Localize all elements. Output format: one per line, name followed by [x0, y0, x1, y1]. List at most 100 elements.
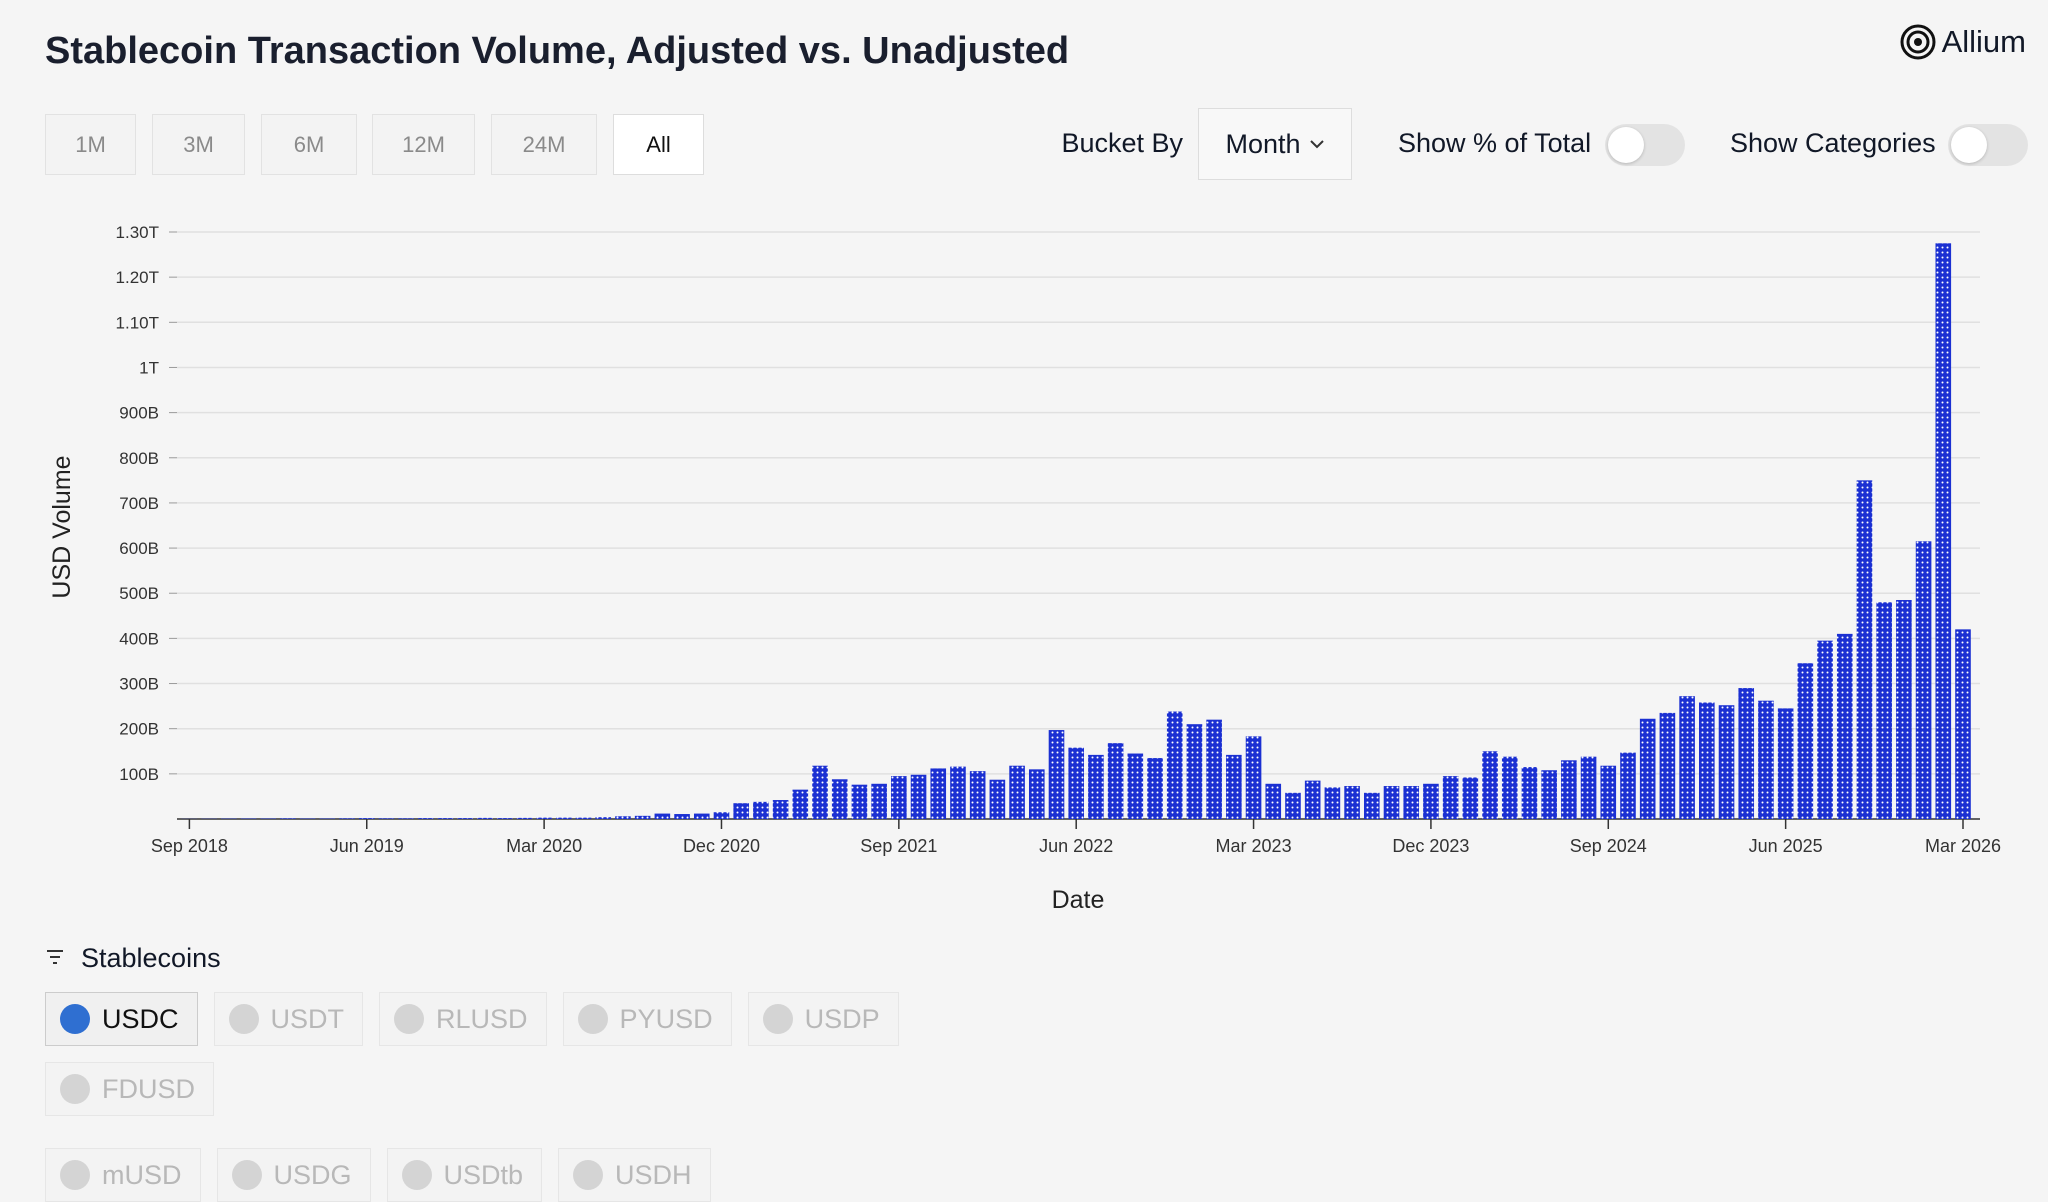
logo-text: Allium: [1942, 24, 2026, 60]
y-tick-label: 200B: [119, 720, 159, 739]
bar: [1935, 243, 1951, 819]
bar: [1344, 786, 1360, 819]
bar: [1502, 757, 1518, 819]
coin-label: PYUSD: [620, 1004, 713, 1035]
bar: [1226, 755, 1242, 819]
coin-label: FDUSD: [102, 1074, 195, 1105]
toggle-switch[interactable]: [1948, 124, 2028, 166]
coin-label: USDP: [805, 1004, 880, 1035]
toggle-switch[interactable]: [1605, 124, 1685, 166]
bar: [1837, 634, 1853, 819]
bar: [871, 784, 887, 819]
x-tick-label: Dec 2023: [1392, 836, 1469, 856]
coin-chip[interactable]: USDC: [45, 992, 198, 1046]
coin-chip[interactable]: USDT: [214, 992, 364, 1046]
coin-chip[interactable]: FDUSD: [45, 1062, 214, 1116]
bar: [733, 803, 749, 819]
x-tick-label: Mar 2020: [506, 836, 582, 856]
bar: [970, 771, 986, 819]
range-button[interactable]: All: [613, 114, 704, 175]
bucket-dropdown[interactable]: Month: [1198, 108, 1352, 180]
x-tick-label: Sep 2021: [860, 836, 937, 856]
bar: [595, 817, 611, 819]
y-tick-label: 1.10T: [116, 313, 159, 332]
range-button[interactable]: 1M: [45, 114, 136, 175]
bar: [1600, 766, 1616, 819]
bar: [398, 818, 414, 819]
x-axis-title: Date: [1052, 886, 1105, 914]
y-axis-title: USD Volume: [48, 455, 76, 598]
bar: [1265, 784, 1281, 819]
coin-chip[interactable]: USDP: [748, 992, 899, 1046]
bucket-value: Month: [1225, 129, 1300, 160]
bar: [517, 818, 533, 819]
x-tick-label: Sep 2024: [1570, 836, 1647, 856]
coin-chips: USDC USDT RLUSD PYUSD USDP FDUSD mUSD USDG USDtb…: [45, 992, 1065, 1202]
coin-label: mUSD: [102, 1160, 182, 1191]
x-tick-label: Jun 2019: [330, 836, 404, 856]
coin-chip[interactable]: USDG: [217, 1148, 371, 1202]
range-button[interactable]: 3M: [152, 114, 245, 175]
bar: [1246, 736, 1262, 819]
bar: [714, 812, 730, 819]
y-tick-label: 900B: [119, 404, 159, 423]
coin-chip[interactable]: USDtb: [387, 1148, 543, 1202]
bar: [1088, 755, 1104, 819]
bar: [1128, 754, 1144, 819]
bar: [1305, 781, 1321, 819]
bar: [1916, 541, 1932, 819]
bar: [556, 818, 572, 819]
bar: [911, 775, 927, 819]
bar: [1285, 793, 1301, 819]
coin-chip[interactable]: USDH: [558, 1148, 711, 1202]
bar: [536, 818, 552, 819]
y-tick-label: 100B: [119, 765, 159, 784]
coin-label: USDC: [102, 1004, 179, 1035]
bar: [1009, 766, 1025, 819]
bar: [477, 818, 493, 819]
x-tick-label: Jun 2025: [1749, 836, 1823, 856]
bar: [1620, 753, 1636, 819]
bar: [1955, 629, 1971, 819]
coin-label: USDT: [271, 1004, 345, 1035]
y-tick-label: 600B: [119, 539, 159, 558]
bar: [438, 818, 454, 819]
bar: [1463, 777, 1479, 819]
coin-label: USDH: [615, 1160, 692, 1191]
range-button[interactable]: 12M: [372, 114, 475, 175]
bar: [497, 818, 513, 819]
bar: [635, 816, 651, 819]
y-tick-label: 400B: [119, 629, 159, 648]
toggle-label: Show % of Total: [1398, 128, 1591, 159]
bar: [1482, 751, 1498, 819]
x-tick-label: Mar 2026: [1925, 836, 2001, 856]
chevron: [1309, 139, 1325, 149]
coin-icon: [573, 1160, 603, 1190]
bar: [576, 818, 592, 819]
bar: [1187, 724, 1203, 819]
coin-icon: [402, 1160, 432, 1190]
coin-chip[interactable]: PYUSD: [563, 992, 732, 1046]
range-button[interactable]: 6M: [261, 114, 357, 175]
bar: [990, 780, 1006, 819]
bar: [280, 818, 296, 819]
coin-icon: [763, 1004, 793, 1034]
page-title: Stablecoin Transaction Volume, Adjusted …: [45, 30, 1069, 73]
x-tick-label: Mar 2023: [1216, 836, 1292, 856]
logo[interactable]: Allium: [1900, 24, 2026, 60]
bar: [1384, 786, 1400, 819]
coin-icon: [578, 1004, 608, 1034]
bar: [1561, 760, 1577, 819]
bar: [615, 816, 631, 819]
bar: [1679, 696, 1695, 819]
bar: [1147, 758, 1163, 819]
range-button[interactable]: 24M: [491, 114, 597, 175]
coin-chip[interactable]: RLUSD: [379, 992, 547, 1046]
coin-chip[interactable]: mUSD: [45, 1148, 201, 1202]
x-tick-label: Sep 2018: [151, 836, 228, 856]
bar: [1541, 770, 1557, 819]
y-tick-label: 500B: [119, 584, 159, 603]
bar: [359, 818, 375, 819]
bar: [891, 776, 907, 819]
bar: [1403, 786, 1419, 819]
